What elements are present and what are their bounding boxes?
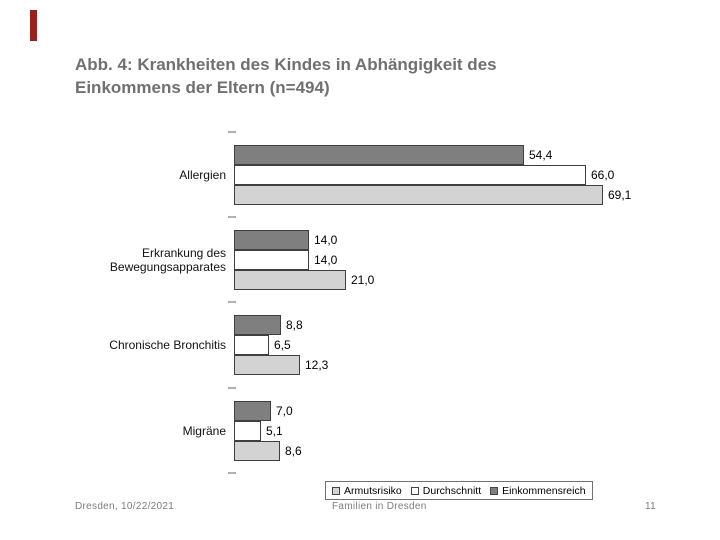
value-label: 14,0 xyxy=(314,233,338,247)
value-label: 14,0 xyxy=(314,253,338,267)
value-label: 8,8 xyxy=(286,318,303,332)
legend-item: Durchschnitt xyxy=(410,484,482,497)
page-number: 11 xyxy=(645,501,656,512)
data-bar xyxy=(234,185,603,205)
legend-label: Einkommensreich xyxy=(502,484,586,497)
legend-swatch-icon xyxy=(332,486,340,495)
value-label: 54,4 xyxy=(529,148,553,162)
axis-tick xyxy=(228,472,236,474)
value-label: 5,1 xyxy=(266,424,283,438)
legend-item: Armutsrisiko xyxy=(332,485,402,497)
slide-title: Abb. 4: Krankheiten des Kindes in Abhäng… xyxy=(75,53,585,99)
value-label: 66,0 xyxy=(591,168,615,182)
data-bar xyxy=(234,441,280,461)
value-label: 69,1 xyxy=(608,188,632,202)
slide-title-line-2: Einkommens der Eltern (n=494) xyxy=(75,78,330,97)
category-label: Migräne xyxy=(182,424,226,438)
footer-title: Familien in Dresden xyxy=(332,501,427,512)
value-label: 7,0 xyxy=(276,404,293,418)
value-label: 21,0 xyxy=(351,273,375,287)
data-bar xyxy=(234,165,586,185)
category-label: Erkrankung des Bewegungsapparates xyxy=(109,246,226,274)
data-bar xyxy=(234,401,271,421)
data-bar xyxy=(234,335,269,355)
axis-tick xyxy=(228,301,236,303)
accent-bar xyxy=(30,10,37,41)
axis-tick xyxy=(228,131,236,133)
data-bar xyxy=(234,145,524,165)
chart-legend: Armutsrisiko Durchschnitt Einkommensreich xyxy=(325,481,593,500)
category-label: Chronische Bronchitis xyxy=(109,338,226,352)
legend-item: Einkommensreich xyxy=(490,484,586,497)
value-label: 8,6 xyxy=(285,444,302,458)
slide-title-line-1: Abb. 4: Krankheiten des Kindes in Abhäng… xyxy=(75,55,497,74)
data-bar xyxy=(234,230,309,250)
footer-date: Dresden, 10/22/2021 xyxy=(75,501,175,512)
value-label: 12,3 xyxy=(305,358,329,372)
legend-label: Durchschnitt xyxy=(422,484,482,497)
data-bar xyxy=(234,250,309,270)
value-label: 6,5 xyxy=(274,338,291,352)
data-bar xyxy=(234,315,281,335)
axis-tick xyxy=(228,216,236,218)
legend-swatch-icon xyxy=(410,486,419,495)
axis-tick xyxy=(228,387,236,389)
legend-swatch-icon xyxy=(490,486,499,495)
legend-label: Armutsrisiko xyxy=(344,484,402,497)
data-bar xyxy=(234,355,300,375)
data-bar xyxy=(234,421,261,441)
data-bar xyxy=(234,270,346,290)
category-label: Allergien xyxy=(179,168,226,182)
